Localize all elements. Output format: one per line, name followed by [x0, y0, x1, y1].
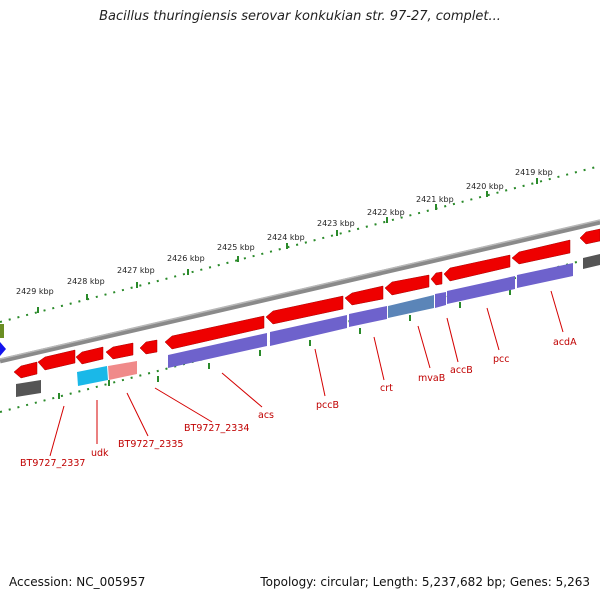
feature-block[interactable]: [0, 324, 4, 338]
cds-feature[interactable]: [430, 271, 443, 286]
gene-feature[interactable]: [447, 276, 515, 304]
gene-label[interactable]: crt: [380, 383, 393, 394]
kbp-label: 2428 kbp: [67, 277, 105, 286]
cds-feature[interactable]: [265, 295, 344, 325]
leader-line: [486, 307, 500, 351]
cds-feature[interactable]: [579, 228, 600, 245]
cds-upper-strand: [13, 228, 600, 379]
kbp-label: 2420 kbp: [466, 182, 504, 191]
gene-label[interactable]: acdA: [553, 337, 577, 348]
label-leaders: [49, 290, 564, 457]
kbp-label: 2423 kbp: [317, 219, 355, 228]
gene-labels: BT9727_2337 udk BT9727_2335 BT9727_2334 …: [20, 337, 577, 469]
kbp-label: 2425 kbp: [217, 243, 255, 252]
gene-label[interactable]: BT9727_2337: [20, 458, 85, 469]
gene-feature[interactable]: [388, 295, 434, 318]
topology-text: Topology: circular; Length: 5,237,682 bp…: [260, 575, 590, 589]
leader-line: [550, 290, 564, 333]
leader-line: [126, 392, 149, 437]
gene-label[interactable]: BT9727_2335: [118, 439, 183, 450]
leader-line: [446, 317, 459, 363]
gene-label[interactable]: BT9727_2334: [184, 423, 249, 434]
kbp-label: 2429 kbp: [16, 287, 54, 296]
gene-feature[interactable]: [349, 306, 387, 327]
kbp-label: 2427 kbp: [117, 266, 155, 275]
gene-feature[interactable]: [168, 333, 267, 368]
genome-backbone-highlight: [0, 219, 600, 360]
kbp-label: 2426 kbp: [167, 254, 205, 263]
cds-feature[interactable]: [139, 339, 158, 355]
gene-feature[interactable]: [435, 292, 446, 308]
cds-feature[interactable]: [37, 349, 76, 371]
inner-ruler: [0, 255, 600, 413]
cds-feature[interactable]: [511, 239, 571, 265]
gene-feature[interactable]: [583, 254, 600, 269]
leader-line: [154, 387, 213, 423]
gene-feature[interactable]: [16, 380, 41, 397]
gene-lower-strand: [16, 254, 600, 397]
feature-arrow[interactable]: [0, 342, 6, 356]
gene-label[interactable]: pccB: [316, 400, 339, 411]
map-title: Bacillus thuringiensis serovar konkukian…: [99, 9, 501, 24]
cds-feature[interactable]: [344, 285, 384, 306]
leader-line: [417, 325, 431, 369]
gene-label[interactable]: pcc: [493, 354, 509, 365]
rna-feature[interactable]: [77, 366, 108, 386]
kbp-label: 2424 kbp: [267, 233, 305, 242]
gene-label[interactable]: acs: [258, 410, 274, 421]
kbp-label: 2422 kbp: [367, 208, 405, 217]
leader-line: [221, 372, 263, 408]
gene-feature[interactable]: [270, 315, 347, 346]
cds-feature[interactable]: [75, 346, 104, 365]
cds-feature[interactable]: [443, 254, 511, 282]
gene-label[interactable]: mvaB: [418, 373, 445, 384]
cds-feature[interactable]: [13, 361, 38, 379]
accession-text: Accession: NC_005957: [9, 575, 146, 589]
gene-feature[interactable]: [517, 263, 573, 288]
leader-line: [314, 348, 326, 397]
pseudo-feature[interactable]: [108, 361, 137, 380]
leader-line: [373, 336, 385, 381]
cds-feature[interactable]: [164, 315, 265, 350]
cds-feature[interactable]: [384, 274, 430, 296]
kbp-label: 2421 kbp: [416, 195, 454, 204]
gene-label[interactable]: udk: [91, 448, 109, 459]
gene-label[interactable]: accB: [450, 365, 473, 376]
genome-backbone: [0, 219, 600, 364]
leader-line: [49, 405, 65, 457]
kbp-ruler: 2429 kbp 2428 kbp 2427 kbp 2426 kbp 2425…: [0, 165, 600, 323]
kbp-label: 2419 kbp: [515, 168, 553, 177]
cds-feature[interactable]: [105, 342, 134, 360]
